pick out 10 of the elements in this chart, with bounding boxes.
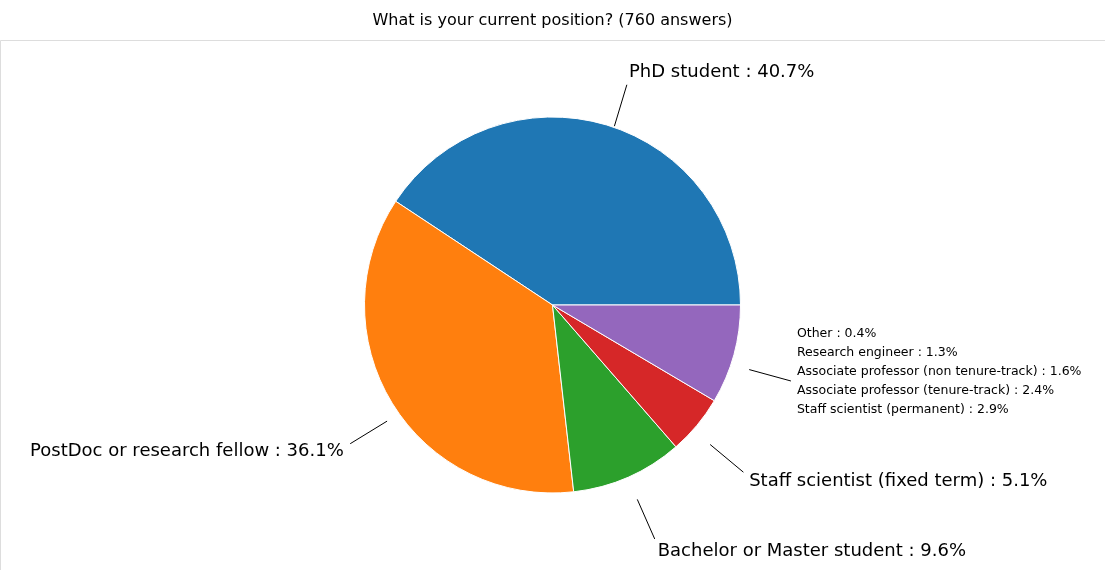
text: Other : 0.4% [796, 324, 877, 340]
slice-label: PostDoc or research fellow : 36.1% [30, 438, 344, 460]
slice-label: Bachelor or Master student : 9.6% [657, 539, 967, 561]
text: Associate professor (non tenure-track) : 1.6% [796, 362, 1082, 378]
slice-label: Staff scientist (fixed term) : 5.1% [749, 468, 1048, 490]
slice-label: PhD student : 40.7% [629, 60, 815, 82]
chart-title: What is your current position? (760 answers) [372, 10, 733, 29]
text: Staff scientist (permanent) : 2.9% [796, 400, 1009, 416]
text: Research engineer : 1.3% [796, 343, 958, 359]
text: Associate professor (tenure-track) : 2.4% [796, 381, 1055, 397]
